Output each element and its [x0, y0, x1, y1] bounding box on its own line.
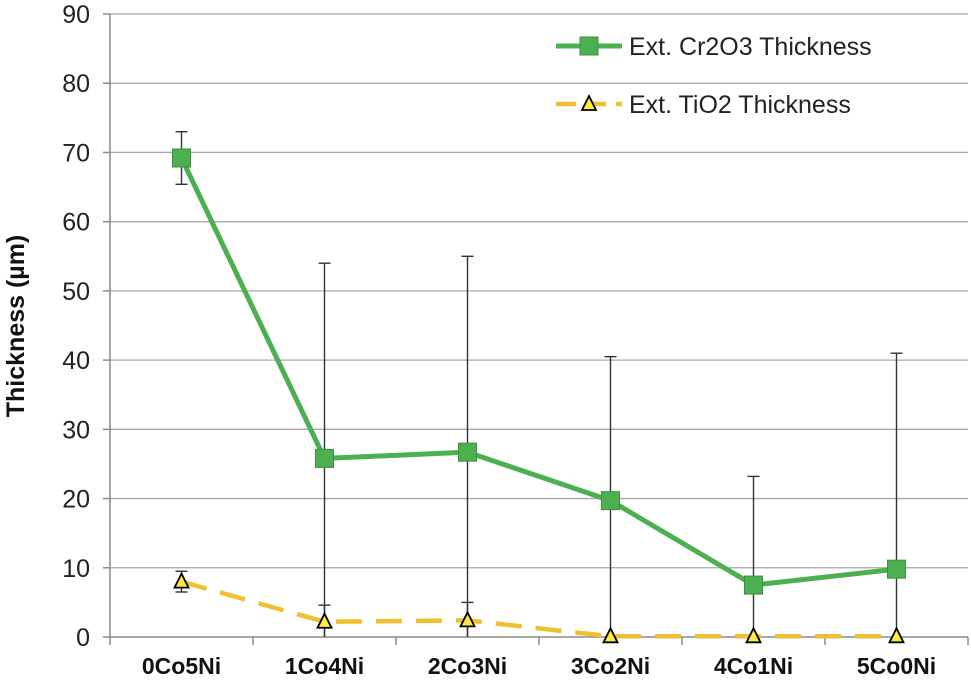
y-tick-label: 20 — [62, 486, 90, 514]
data-point-triangle — [173, 571, 190, 589]
data-point-square — [579, 36, 599, 56]
y-axis-label: Thickness (µm) — [2, 235, 30, 418]
x-category-label: 1Co4Ni — [285, 653, 364, 679]
legend-label: Ext. TiO2 Thickness — [629, 91, 851, 119]
data-point-triangle — [580, 93, 598, 111]
data-point-triangle — [459, 610, 476, 628]
error-bars — [175, 130, 903, 637]
gridlines — [110, 13, 968, 569]
legend: Ext. Cr2O3 Thickness Ext. TiO2 Thickness — [556, 33, 872, 119]
y-tick-label: 50 — [62, 278, 90, 306]
series-markers — [172, 148, 906, 644]
x-category-labels: 0Co5Ni 1Co4Ni 2Co3Ni 3Co2Ni 4Co1Ni 5Co0Ni — [142, 653, 936, 679]
data-point-triangle — [745, 626, 762, 644]
x-category-label: 2Co3Ni — [428, 653, 507, 679]
data-point-triangle — [602, 626, 619, 644]
y-tick-label: 70 — [62, 139, 90, 167]
legend-label: Ext. Cr2O3 Thickness — [629, 33, 872, 61]
x-category-label: 3Co2Ni — [571, 653, 650, 679]
data-point-triangle — [316, 611, 333, 629]
data-point-square — [744, 575, 763, 595]
y-tick-label: 30 — [62, 416, 90, 444]
x-category-label: 4Co1Ni — [714, 653, 793, 679]
y-tick-label: 80 — [62, 70, 90, 98]
y-tick-label: 40 — [62, 347, 90, 375]
y-tick-label: 90 — [62, 1, 90, 29]
x-category-label: 5Co0Ni — [857, 653, 936, 679]
data-point-square — [458, 442, 477, 462]
y-tick-labels: 0 10 20 30 40 50 60 70 80 90 — [62, 1, 90, 652]
y-tick-label: 10 — [62, 555, 90, 583]
data-point-triangle — [888, 626, 905, 644]
y-tick-label: 0 — [76, 624, 90, 652]
x-category-label: 0Co5Ni — [142, 653, 221, 679]
data-point-square — [172, 148, 191, 168]
y-tick-label: 60 — [62, 209, 90, 237]
series-line — [179, 156, 897, 588]
series-line — [180, 579, 897, 639]
series-lines — [179, 156, 897, 639]
data-point-square — [601, 491, 620, 511]
data-point-square — [315, 448, 334, 468]
data-point-square — [887, 559, 906, 579]
